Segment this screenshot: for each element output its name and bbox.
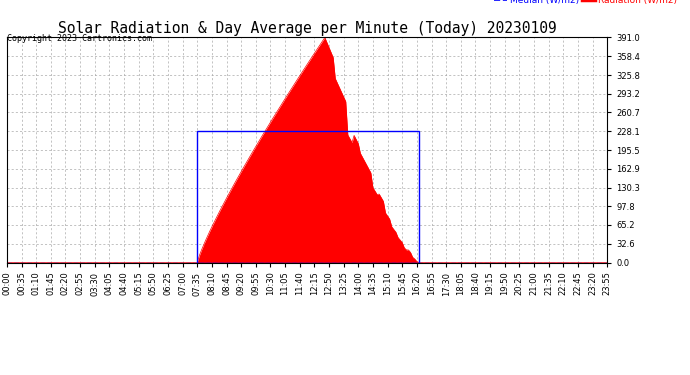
Text: Copyright 2023 Cartronics.com: Copyright 2023 Cartronics.com (7, 34, 152, 43)
Title: Solar Radiation & Day Average per Minute (Today) 20230109: Solar Radiation & Day Average per Minute… (58, 21, 556, 36)
Bar (197, 131, 419, 262)
Legend: Median (W/m2), Radiation (W/m2): Median (W/m2), Radiation (W/m2) (490, 0, 681, 9)
